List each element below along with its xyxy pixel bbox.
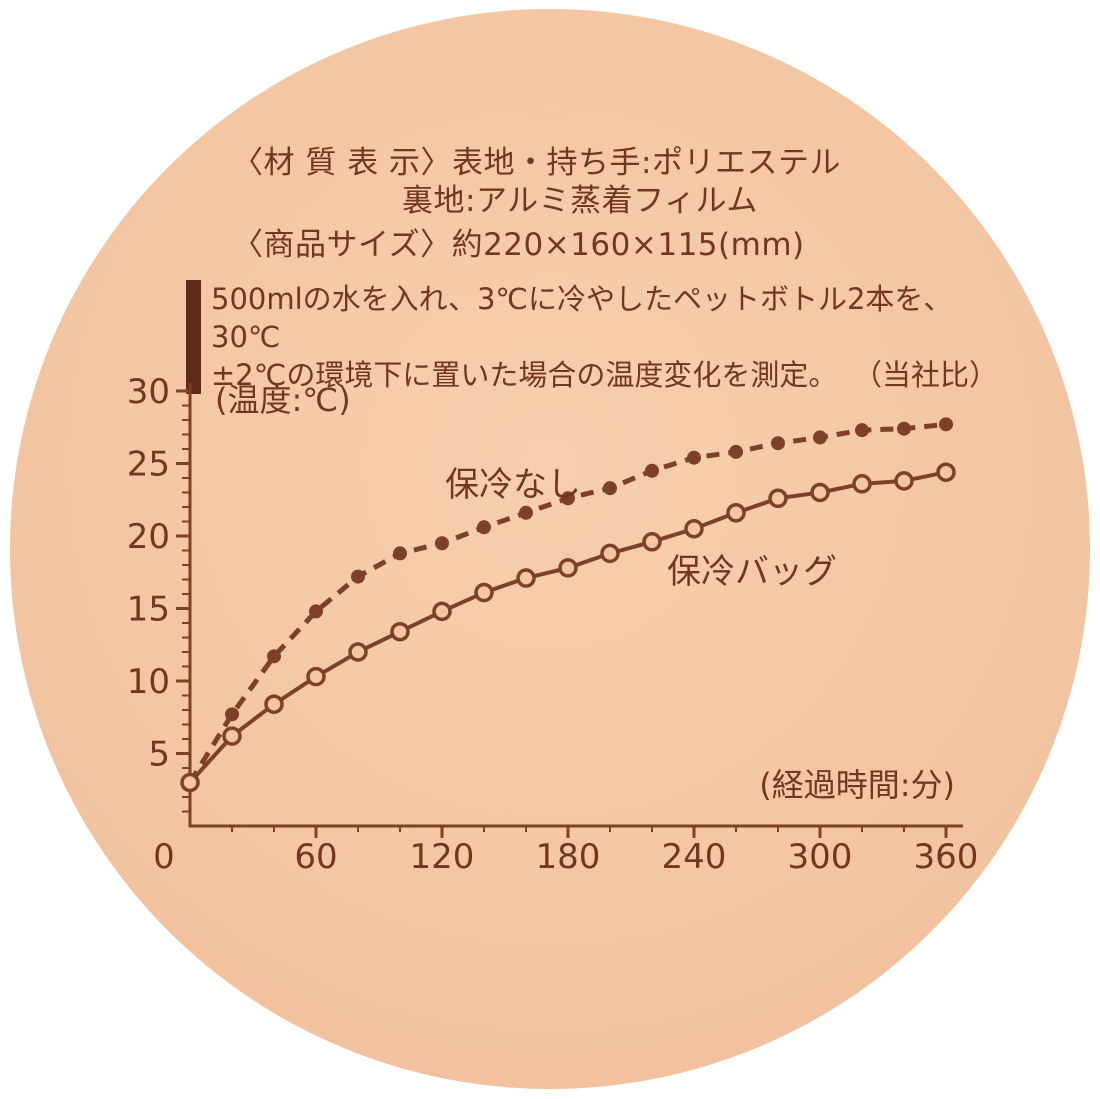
marker-filled	[729, 444, 743, 459]
marker-filled	[435, 536, 449, 551]
y-tick-label: 20	[127, 517, 170, 557]
note-company-comparison: （当社比）	[852, 358, 998, 392]
marker-open	[348, 642, 368, 662]
y-axis-label: (温度:℃)	[215, 381, 351, 419]
marker-filled	[477, 520, 491, 535]
marker-filled	[687, 450, 701, 465]
marker-filled	[519, 505, 533, 520]
marker-filled	[645, 463, 659, 478]
marker-filled	[561, 491, 575, 506]
marker-open	[642, 532, 662, 552]
product-size-line: 〈商品サイズ〉約220×160×115(mm)	[232, 227, 805, 263]
marker-open	[936, 462, 956, 482]
series-line-2	[188, 470, 947, 784]
x-tick-label: 120	[410, 837, 475, 871]
x-tick-label: 180	[536, 837, 601, 871]
marker-filled	[603, 481, 617, 496]
marker-open	[894, 471, 914, 491]
measurement-note: 500mlの水を入れ、3℃に冷やしたペットボトル2本を、30℃ ±2℃の環境下に…	[186, 280, 998, 394]
marker-filled	[897, 421, 911, 436]
marker-open	[726, 503, 746, 523]
x-tick-label: 300	[788, 837, 853, 871]
series-label-2: 保冷バッグ	[667, 552, 837, 592]
marker-filled	[939, 417, 953, 432]
marker-open	[222, 726, 242, 746]
material-spec-line: 〈材 質 表 示〉表地・持ち手:ポリエステル	[232, 145, 842, 181]
marker-open	[558, 558, 578, 578]
x-tick-label: 360	[914, 837, 979, 871]
marker-open	[264, 694, 284, 714]
note-accent-bar	[186, 280, 201, 394]
axes	[188, 383, 963, 828]
marker-open	[390, 621, 410, 642]
x-tick-label: 60	[294, 837, 337, 871]
y-tick-label: 10	[127, 662, 170, 702]
y-tick-label: 25	[127, 445, 170, 485]
y-tick-label: 5	[148, 735, 170, 775]
marker-open	[810, 482, 830, 503]
marker-filled	[225, 707, 239, 722]
material-lining-line: 裏地:アルミ蒸着フィルム	[402, 183, 758, 219]
y-tick-label: 30	[127, 372, 170, 412]
marker-open	[180, 772, 200, 793]
x-tick-label: 240	[662, 837, 727, 871]
marker-filled	[855, 423, 869, 438]
marker-filled	[351, 569, 365, 584]
marker-open	[600, 543, 620, 564]
y-tick-label: 15	[127, 590, 170, 630]
marker-filled	[309, 604, 323, 619]
x-tick-label: 0	[153, 837, 175, 871]
marker-open	[306, 666, 326, 687]
note-line2: ±2℃の環境下に置いた場合の温度変化を測定。	[211, 358, 838, 392]
marker-filled	[771, 436, 785, 451]
marker-open	[768, 488, 788, 509]
marker-open	[432, 601, 452, 622]
series-label-1: 保冷なし	[445, 465, 581, 505]
marker-open	[684, 519, 704, 539]
marker-filled	[393, 546, 407, 561]
marker-filled	[267, 649, 281, 664]
x-axis-label: (経過時間:分)	[759, 766, 955, 804]
label-background-circle: 〈材 質 表 示〉表地・持ち手:ポリエステル 裏地:アルミ蒸着フィルム 〈商品サ…	[10, 9, 1090, 1089]
marker-open	[852, 474, 872, 494]
marker-open	[474, 582, 494, 603]
marker-filled	[813, 430, 827, 445]
note-line1: 500mlの水を入れ、3℃に冷やしたペットボトル2本を、30℃	[211, 282, 953, 354]
marker-open	[516, 568, 536, 588]
